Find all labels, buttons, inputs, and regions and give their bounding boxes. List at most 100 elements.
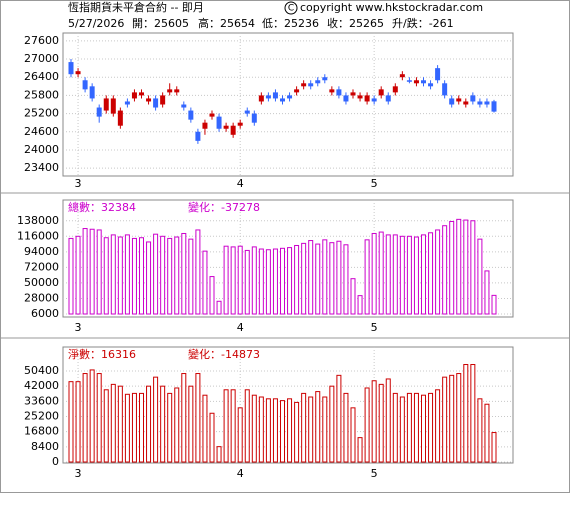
date-label: 5/27/2026 (68, 17, 124, 30)
bar (195, 373, 201, 463)
candle-body (280, 98, 285, 102)
bar (371, 380, 377, 463)
candle-body (484, 101, 490, 105)
x-tick-label: 5 (371, 321, 378, 334)
bar (237, 245, 243, 315)
bar (428, 392, 434, 463)
candle-body (406, 80, 412, 82)
y-tick-label: 25200 (24, 107, 59, 120)
candle-body (287, 95, 293, 99)
candle-body (272, 92, 278, 99)
candle-body (230, 125, 236, 135)
bar (216, 300, 222, 315)
bar (96, 373, 102, 463)
bar (287, 398, 293, 463)
bar (442, 376, 448, 463)
bar (124, 393, 130, 463)
bar (463, 364, 469, 463)
bar (456, 373, 462, 463)
y-tick-label: 94000 (24, 245, 59, 258)
bar (428, 232, 434, 315)
y-tick-label: 24000 (24, 143, 59, 156)
y-tick-label: 8400 (31, 440, 59, 453)
bar (96, 229, 102, 315)
bar (463, 219, 469, 315)
candle-body (350, 92, 356, 96)
candle-body (463, 101, 469, 105)
plot-frame (62, 346, 514, 464)
bar (251, 394, 257, 463)
bar (89, 369, 95, 463)
bar (117, 385, 123, 463)
candle-body (117, 110, 123, 126)
bar (491, 294, 497, 315)
bar (202, 250, 208, 315)
summary-label: 升/跌：-261 (392, 16, 454, 30)
bar (343, 244, 349, 315)
x-tick-label: 3 (75, 467, 82, 480)
candle-body (477, 101, 483, 105)
candle-body (435, 68, 441, 81)
candle-body (237, 122, 243, 126)
summary-label: 收：25265 (327, 16, 384, 30)
bar (421, 394, 426, 463)
bar (272, 248, 278, 315)
y-tick-label: 138000 (17, 214, 59, 227)
plot-frame (62, 199, 514, 318)
bar (484, 403, 490, 463)
candle-body (301, 83, 307, 87)
candle-body (244, 110, 250, 114)
summary-label: 低：25236 (262, 17, 319, 30)
bar (406, 235, 412, 315)
candle-body (491, 101, 497, 112)
candle-body (195, 131, 201, 141)
y-tick-label: 23400 (24, 161, 59, 174)
candle-body (124, 101, 130, 105)
bar (195, 229, 201, 315)
candle-body (216, 116, 222, 129)
candle-body (68, 62, 74, 75)
bar (117, 236, 123, 315)
bar (392, 234, 398, 315)
bar (477, 398, 483, 463)
y-tick-label: 25800 (24, 88, 59, 101)
legend-label: 變化：-37278 (188, 200, 260, 214)
bar (153, 376, 159, 463)
candle-body (315, 80, 321, 84)
y-tick-label: 116000 (17, 229, 59, 242)
bar (139, 237, 144, 315)
y-tick-label: 50000 (24, 276, 59, 289)
bar (336, 240, 342, 315)
candle-body (174, 89, 180, 93)
copyright-icon-letter: C (288, 4, 294, 14)
candle-body (343, 95, 349, 102)
bar (258, 248, 264, 315)
bar (294, 401, 300, 463)
candle-body (378, 89, 384, 96)
y-tick-label: 33600 (24, 394, 59, 407)
candle-body (96, 107, 102, 117)
bar (350, 278, 356, 315)
candle-body (456, 98, 462, 102)
y-tick-label: 26400 (24, 70, 59, 83)
bar (82, 228, 88, 315)
candle-body (209, 113, 215, 117)
bar (103, 237, 109, 315)
candle-body (146, 98, 152, 102)
candle-body (428, 83, 434, 87)
bar (301, 392, 307, 463)
bar (251, 246, 257, 315)
bar (470, 220, 476, 315)
candle-body (421, 80, 426, 84)
bar (364, 387, 370, 463)
bar (385, 378, 391, 463)
bar (258, 396, 264, 463)
candle-body (329, 89, 335, 93)
candle-body (110, 98, 116, 114)
candle-body (202, 122, 208, 129)
bar (449, 220, 455, 315)
bar (75, 235, 81, 315)
candle-body (258, 95, 264, 102)
bar (139, 392, 144, 463)
y-tick-label: 16800 (24, 425, 59, 438)
